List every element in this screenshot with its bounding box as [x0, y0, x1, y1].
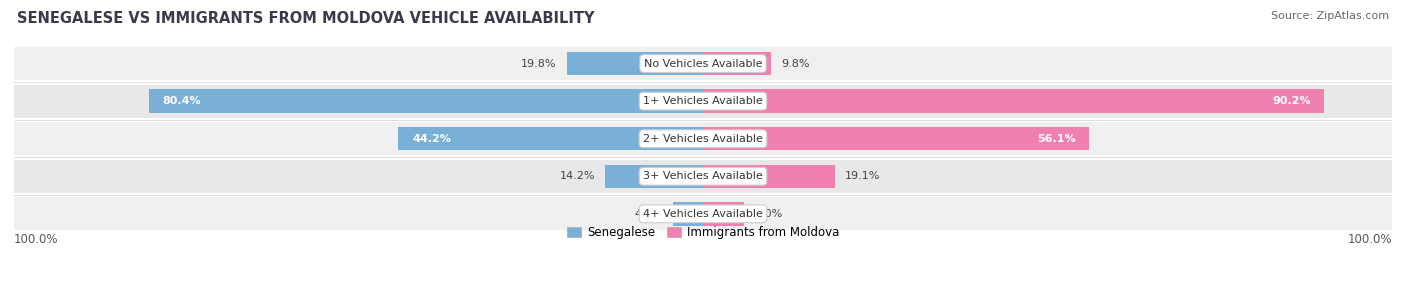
- Text: 44.2%: 44.2%: [412, 134, 451, 144]
- Text: 6.0%: 6.0%: [755, 209, 783, 219]
- Bar: [703, 52, 770, 75]
- Bar: [149, 90, 703, 113]
- Text: 1+ Vehicles Available: 1+ Vehicles Available: [643, 96, 763, 106]
- Bar: [703, 127, 1090, 150]
- Text: 4.3%: 4.3%: [634, 209, 664, 219]
- Text: Source: ZipAtlas.com: Source: ZipAtlas.com: [1271, 11, 1389, 21]
- Text: No Vehicles Available: No Vehicles Available: [644, 59, 762, 69]
- Text: 2+ Vehicles Available: 2+ Vehicles Available: [643, 134, 763, 144]
- Text: 4+ Vehicles Available: 4+ Vehicles Available: [643, 209, 763, 219]
- Bar: [14, 85, 1392, 118]
- Text: 80.4%: 80.4%: [163, 96, 201, 106]
- Text: SENEGALESE VS IMMIGRANTS FROM MOLDOVA VEHICLE AVAILABILITY: SENEGALESE VS IMMIGRANTS FROM MOLDOVA VE…: [17, 11, 595, 26]
- Text: 19.1%: 19.1%: [845, 171, 880, 181]
- Bar: [14, 47, 1392, 80]
- Legend: Senegalese, Immigrants from Moldova: Senegalese, Immigrants from Moldova: [562, 221, 844, 244]
- Bar: [703, 165, 835, 188]
- Bar: [703, 202, 744, 225]
- Text: 56.1%: 56.1%: [1038, 134, 1076, 144]
- Bar: [703, 90, 1324, 113]
- Bar: [567, 52, 703, 75]
- Bar: [673, 202, 703, 225]
- Bar: [14, 160, 1392, 193]
- Bar: [14, 197, 1392, 231]
- Text: 14.2%: 14.2%: [560, 171, 595, 181]
- Bar: [14, 122, 1392, 155]
- Text: 100.0%: 100.0%: [1347, 233, 1392, 247]
- Bar: [398, 127, 703, 150]
- Text: 3+ Vehicles Available: 3+ Vehicles Available: [643, 171, 763, 181]
- Text: 9.8%: 9.8%: [780, 59, 810, 69]
- Text: 100.0%: 100.0%: [14, 233, 59, 247]
- Text: 90.2%: 90.2%: [1272, 96, 1310, 106]
- Text: 19.8%: 19.8%: [520, 59, 557, 69]
- Bar: [605, 165, 703, 188]
